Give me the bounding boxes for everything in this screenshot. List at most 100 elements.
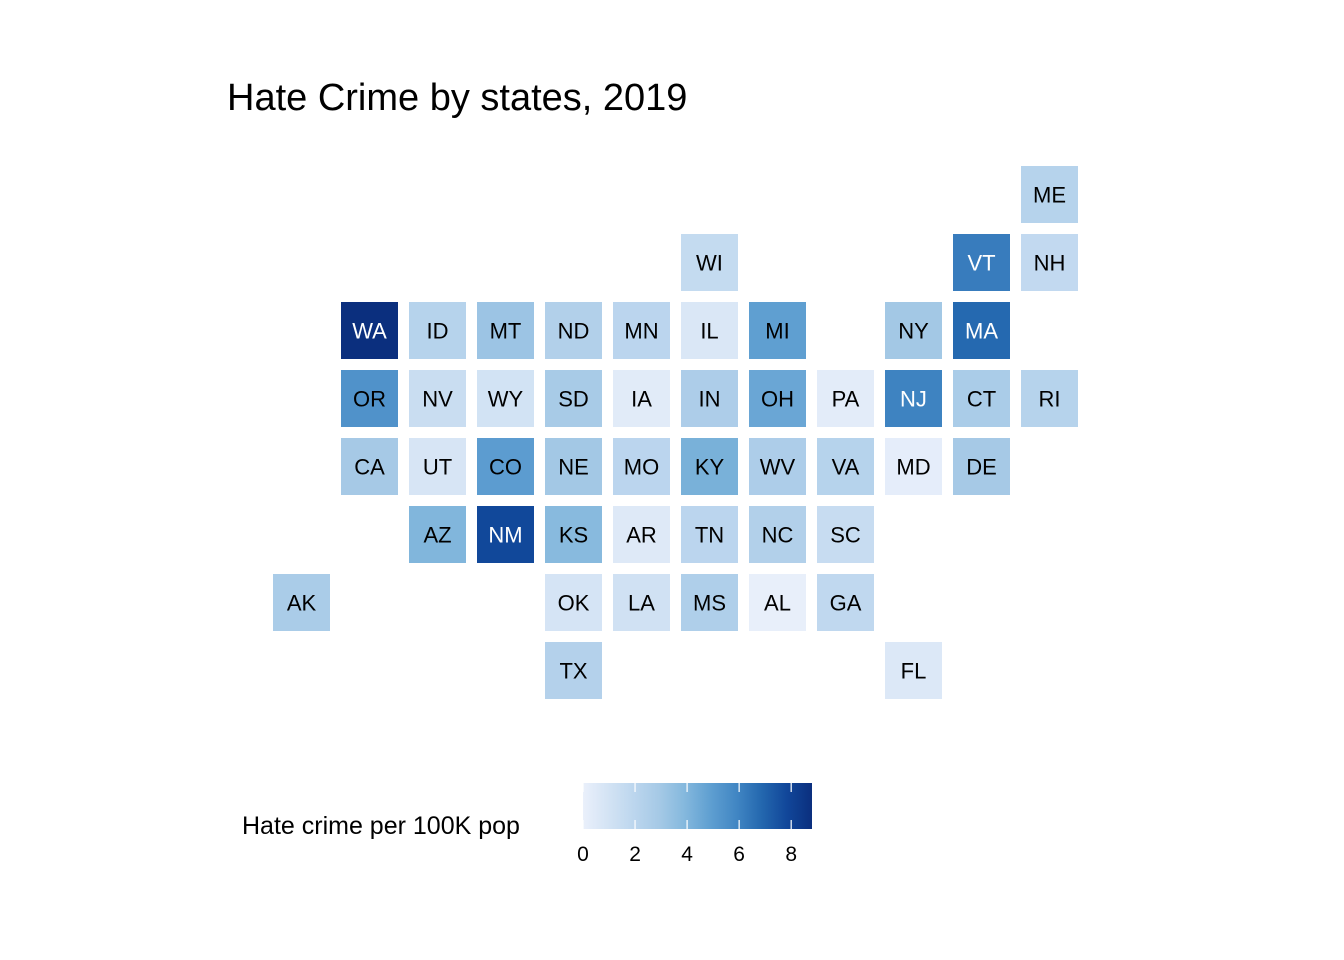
- state-tile-sc: [817, 506, 874, 563]
- state-tile-nv: [409, 370, 466, 427]
- legend: Hate crime per 100K pop 0 2 4 6 8: [242, 783, 812, 866]
- state-label-mo: MO: [624, 455, 659, 480]
- legend-colorbar: [583, 783, 812, 829]
- state-label-wi: WI: [696, 251, 723, 276]
- state-tile-il: [681, 302, 738, 359]
- legend-tick-label: 4: [681, 843, 693, 866]
- state-label-az: AZ: [423, 523, 451, 548]
- state-label-ok: OK: [558, 591, 590, 616]
- state-tile-oh: [749, 370, 806, 427]
- state-tile-mt: [477, 302, 534, 359]
- state-label-id: ID: [427, 319, 449, 344]
- state-tile-de: [953, 438, 1010, 495]
- state-tile-wa: [341, 302, 398, 359]
- state-tile-va: [817, 438, 874, 495]
- state-tile-ny: [885, 302, 942, 359]
- state-label-nc: NC: [762, 523, 794, 548]
- state-label-nv: NV: [422, 387, 453, 412]
- state-label-nh: NH: [1034, 251, 1066, 276]
- state-label-or: OR: [353, 387, 386, 412]
- state-label-de: DE: [966, 455, 997, 480]
- state-label-fl: FL: [901, 659, 927, 684]
- state-label-nj: NJ: [900, 387, 927, 412]
- legend-tick-label: 6: [733, 843, 745, 866]
- state-tile-nj: [885, 370, 942, 427]
- state-tile-az: [409, 506, 466, 563]
- state-tile-vt: [953, 234, 1010, 291]
- state-label-la: LA: [628, 591, 655, 616]
- state-label-ga: GA: [830, 591, 862, 616]
- state-label-ny: NY: [898, 319, 929, 344]
- state-tile-wi: [681, 234, 738, 291]
- state-tile-al: [749, 574, 806, 631]
- state-tile-ri: [1021, 370, 1078, 427]
- state-tile-ak: [273, 574, 330, 631]
- state-tile-me: [1021, 166, 1078, 223]
- state-tile-sd: [545, 370, 602, 427]
- state-tile-mo: [613, 438, 670, 495]
- state-label-me: ME: [1033, 183, 1066, 208]
- state-tile-ne: [545, 438, 602, 495]
- state-tile-nm: [477, 506, 534, 563]
- state-tile-ut: [409, 438, 466, 495]
- state-tiles: ME WI VT NH WA ID MT ND MN IL MI NY MA OR NV WY SD IA IN OH…: [273, 166, 1078, 699]
- state-label-ky: KY: [695, 455, 725, 480]
- state-tile-co: [477, 438, 534, 495]
- state-tile-ky: [681, 438, 738, 495]
- state-label-ri: RI: [1039, 387, 1061, 412]
- state-label-mi: MI: [765, 319, 789, 344]
- state-tile-ma: [953, 302, 1010, 359]
- state-tile-in: [681, 370, 738, 427]
- state-tile-tn: [681, 506, 738, 563]
- state-tile-ia: [613, 370, 670, 427]
- state-tile-wy: [477, 370, 534, 427]
- state-tile-wv: [749, 438, 806, 495]
- state-label-pa: PA: [832, 387, 860, 412]
- state-label-ma: MA: [965, 319, 998, 344]
- state-label-ut: UT: [423, 455, 452, 480]
- state-label-il: IL: [700, 319, 718, 344]
- chart-title: Hate Crime by states, 2019: [227, 77, 687, 119]
- state-tile-ga: [817, 574, 874, 631]
- state-label-md: MD: [896, 455, 930, 480]
- legend-tick-label: 0: [577, 843, 589, 866]
- state-label-ia: IA: [631, 387, 652, 412]
- state-tile-mn: [613, 302, 670, 359]
- state-label-oh: OH: [761, 387, 794, 412]
- state-label-tn: TN: [695, 523, 724, 548]
- state-label-nm: NM: [488, 523, 522, 548]
- state-tile-id: [409, 302, 466, 359]
- state-label-in: IN: [699, 387, 721, 412]
- state-label-wv: WV: [760, 455, 796, 480]
- state-label-sd: SD: [558, 387, 589, 412]
- state-label-al: AL: [764, 591, 791, 616]
- state-label-tx: TX: [559, 659, 587, 684]
- state-tile-nh: [1021, 234, 1078, 291]
- legend-tick-label: 8: [785, 843, 797, 866]
- state-label-sc: SC: [830, 523, 861, 548]
- state-label-mn: MN: [624, 319, 658, 344]
- state-tile-md: [885, 438, 942, 495]
- state-tile-tx: [545, 642, 602, 699]
- state-label-ks: KS: [559, 523, 588, 548]
- state-label-va: VA: [832, 455, 860, 480]
- state-label-mt: MT: [490, 319, 522, 344]
- state-tile-ct: [953, 370, 1010, 427]
- state-tile-pa: [817, 370, 874, 427]
- state-tile-ok: [545, 574, 602, 631]
- state-label-wa: WA: [352, 319, 387, 344]
- state-tile-ca: [341, 438, 398, 495]
- state-label-vt: VT: [967, 251, 995, 276]
- state-label-wy: WY: [488, 387, 524, 412]
- state-label-nd: ND: [558, 319, 590, 344]
- legend-ticks: 0 2 4 6 8: [577, 783, 797, 866]
- state-tile-fl: [885, 642, 942, 699]
- state-tile-la: [613, 574, 670, 631]
- legend-tick-label: 2: [629, 843, 641, 866]
- state-tile-nc: [749, 506, 806, 563]
- state-label-ca: CA: [354, 455, 385, 480]
- state-label-ar: AR: [626, 523, 657, 548]
- state-label-ct: CT: [967, 387, 996, 412]
- state-label-ms: MS: [693, 591, 726, 616]
